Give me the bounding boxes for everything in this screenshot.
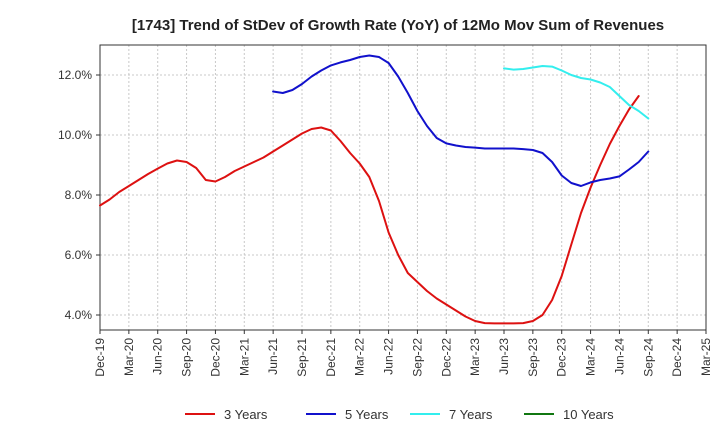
x-axis: Dec-19 Mar-20 Jun-20 Sep-20 Dec-20 Mar-21 Jun-… <box>93 330 713 377</box>
series-line-5-years <box>272 54 650 187</box>
grid-layer <box>100 45 706 330</box>
legend-label: 3 Years <box>224 407 268 422</box>
x-tick-label: Mar-21 <box>237 338 251 376</box>
legend-label: 7 Years <box>449 407 493 422</box>
y-tick-label: 4.0% <box>65 308 93 322</box>
legend-label: 5 Years <box>345 407 389 422</box>
x-tick-label: Mar-23 <box>468 338 482 376</box>
y-tick-label: 8.0% <box>65 188 93 202</box>
x-tick-label: Dec-20 <box>208 338 222 377</box>
x-tick-label: Mar-25 <box>699 338 713 376</box>
x-tick-label: Dec-19 <box>93 338 107 377</box>
x-tick-label: Dec-24 <box>670 338 684 377</box>
x-tick-label: Mar-24 <box>584 338 598 376</box>
x-tick-label: Sep-22 <box>410 338 424 377</box>
y-tick-label: 12.0% <box>58 68 92 82</box>
plot-frame <box>99 44 707 331</box>
x-tick-label: Jun-23 <box>497 338 511 375</box>
x-tick-label: Sep-24 <box>641 338 655 377</box>
legend-item-5-years: 5 Years <box>306 407 389 422</box>
x-tick-label: Jun-22 <box>382 338 396 375</box>
x-tick-label: Mar-20 <box>122 338 136 376</box>
x-tick-label: Jun-20 <box>151 338 165 375</box>
x-tick-label: Dec-23 <box>555 338 569 377</box>
series-layer <box>99 54 650 325</box>
x-tick-label: Sep-23 <box>526 338 540 377</box>
x-tick-label: Jun-21 <box>266 338 280 375</box>
series-line-3-years <box>99 95 640 325</box>
y-tick-label: 10.0% <box>58 128 92 142</box>
x-tick-label: Sep-21 <box>295 338 309 377</box>
legend-item-10-years: 10 Years <box>524 407 614 422</box>
legend-item-3-years: 3 Years <box>185 407 268 422</box>
y-tick-label: 6.0% <box>65 248 93 262</box>
y-axis: 4.0% 6.0% 8.0% 10.0% 12.0% <box>58 68 100 322</box>
x-tick-label: Dec-22 <box>439 338 453 377</box>
x-tick-label: Dec-21 <box>324 338 338 377</box>
x-tick-label: Sep-20 <box>180 338 194 377</box>
legend: 3 Years 5 Years 7 Years 10 Years <box>185 407 614 422</box>
legend-label: 10 Years <box>563 407 614 422</box>
chart-title: [1743] Trend of StDev of Growth Rate (Yo… <box>132 17 664 34</box>
series-line-7-years <box>503 65 650 120</box>
x-tick-label: Mar-22 <box>353 338 367 376</box>
x-tick-label: Jun-24 <box>612 338 626 375</box>
legend-item-7-years: 7 Years <box>410 407 493 422</box>
